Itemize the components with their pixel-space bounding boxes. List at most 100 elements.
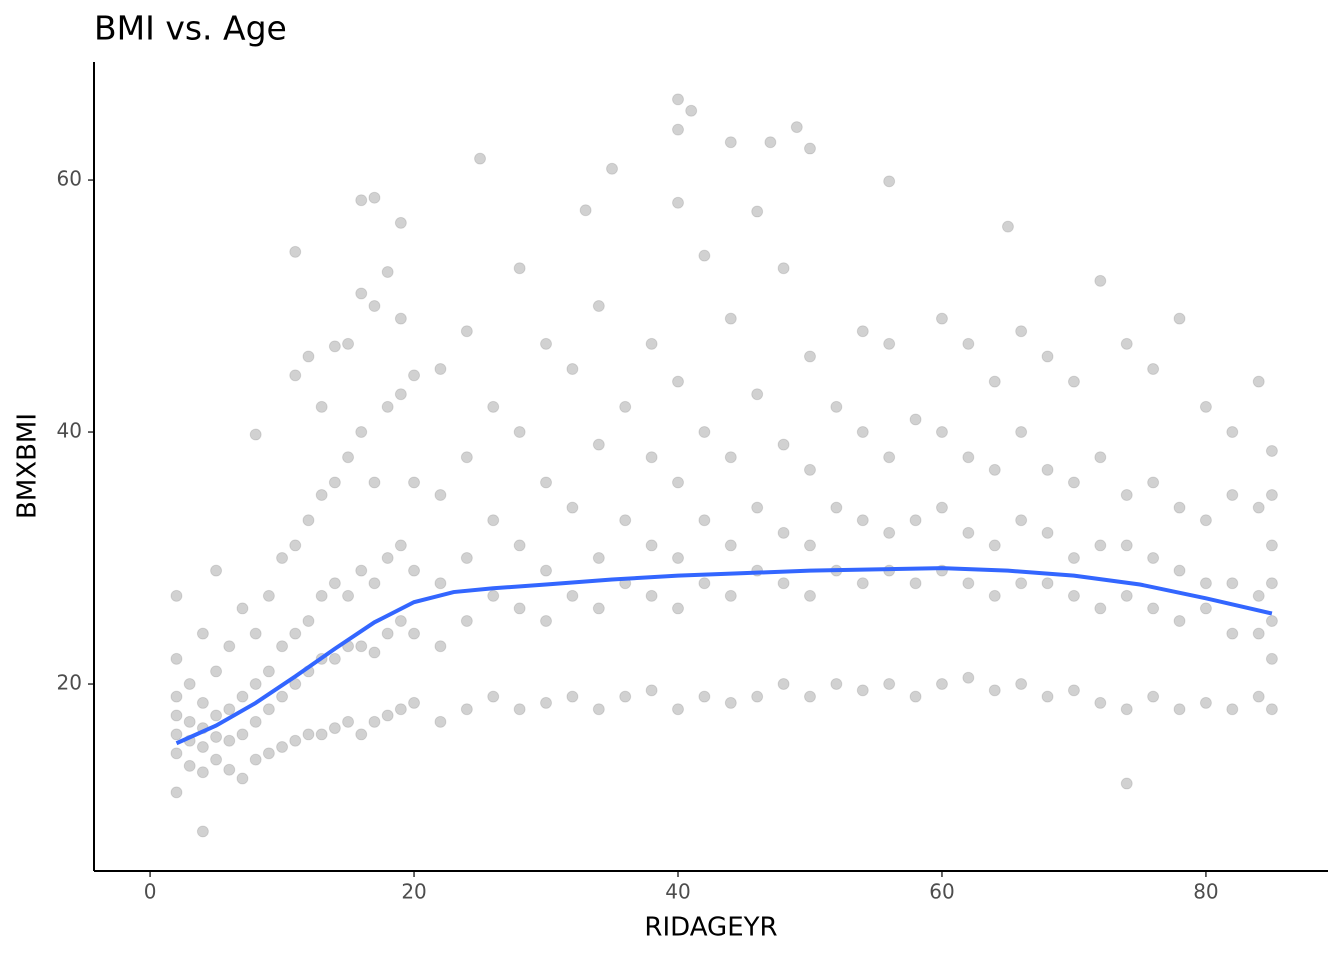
point [262,747,275,760]
y-tick-label: 20 [57,671,82,695]
point [962,671,975,684]
point [487,514,500,527]
point [724,451,737,464]
point [460,325,473,338]
point [909,577,922,590]
point [909,413,922,426]
point [1265,539,1278,552]
point [790,121,803,134]
y-tick-label: 60 [57,167,82,191]
point [764,136,777,149]
point [1147,552,1160,565]
point [1041,577,1054,590]
chart-title: BMI vs. Age [94,9,287,48]
point [460,451,473,464]
point [289,627,302,640]
y-tick-label: 40 [57,419,82,443]
point [1265,577,1278,590]
point [777,678,790,691]
point [342,337,355,350]
point [1199,577,1212,590]
point [1120,489,1133,502]
point [935,426,948,439]
point [210,753,223,766]
point [698,514,711,527]
point [1094,451,1107,464]
point [935,678,948,691]
point [883,526,896,539]
point [276,640,289,653]
point [1120,337,1133,350]
point [302,728,315,741]
point [342,715,355,728]
point [1120,589,1133,602]
point [672,602,685,615]
point [487,690,500,703]
point [1120,777,1133,790]
point [698,426,711,439]
point [883,337,896,350]
point [223,703,236,716]
point [1067,552,1080,565]
point [289,369,302,382]
point [962,526,975,539]
point [170,728,183,741]
point [1094,602,1107,615]
point [1120,703,1133,716]
point [1173,564,1186,577]
point [685,104,698,117]
point [460,552,473,565]
point [751,388,764,401]
point [1199,514,1212,527]
point [328,577,341,590]
point [394,216,407,229]
point [1067,375,1080,388]
point [803,690,816,703]
point [355,426,368,439]
point [1252,627,1265,640]
point [1226,489,1239,502]
point [1041,526,1054,539]
point [170,747,183,760]
point [236,602,249,615]
point [566,363,579,376]
point [1094,274,1107,287]
point [276,690,289,703]
point [342,589,355,602]
point [698,249,711,262]
point [1120,539,1133,552]
point [183,715,196,728]
point [777,262,790,275]
point [777,577,790,590]
point [381,266,394,279]
point [408,696,421,709]
x-tick-label: 40 [665,880,690,904]
point [381,627,394,640]
point [210,730,223,743]
point [210,564,223,577]
point [249,678,262,691]
point [249,753,262,766]
point [988,589,1001,602]
point [1067,589,1080,602]
point [698,577,711,590]
point [540,337,553,350]
point [434,640,447,653]
point [249,627,262,640]
point [262,703,275,716]
point [988,375,1001,388]
point [368,476,381,489]
point [1265,703,1278,716]
point [368,191,381,204]
point [513,703,526,716]
point [196,696,209,709]
point [540,476,553,489]
point [394,615,407,628]
point [856,684,869,697]
point [751,690,764,703]
point [830,501,843,514]
point [540,564,553,577]
x-tick-label: 80 [1193,880,1218,904]
x-tick-label: 0 [144,880,157,904]
point [830,678,843,691]
